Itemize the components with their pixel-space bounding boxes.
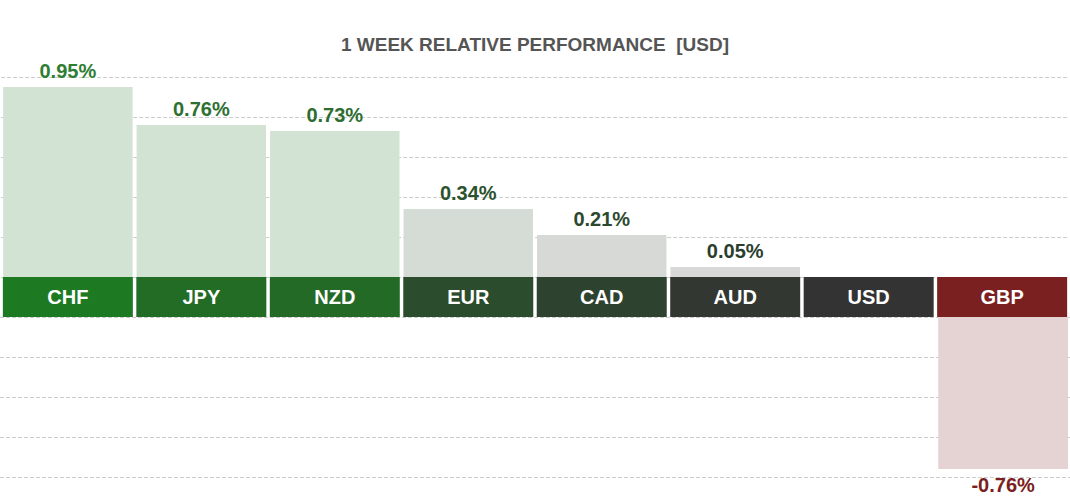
svg-text:GBP: GBP <box>980 286 1023 308</box>
svg-text:1 WEEK RELATIVE PERFORMANCE [: 1 WEEK RELATIVE PERFORMANCE [USD] <box>341 34 729 55</box>
svg-text:CAD: CAD <box>580 286 623 308</box>
svg-text:0.21%: 0.21% <box>573 208 630 230</box>
svg-text:0.76%: 0.76% <box>173 98 230 120</box>
svg-text:AUD: AUD <box>714 286 757 308</box>
svg-text:NZD: NZD <box>314 286 355 308</box>
svg-text:0.73%: 0.73% <box>306 104 363 126</box>
svg-text:USD: USD <box>848 286 890 308</box>
svg-text:-0.76%: -0.76% <box>971 474 1035 496</box>
svg-text:0.34%: 0.34% <box>440 182 497 204</box>
svg-text:CHF: CHF <box>47 286 88 308</box>
svg-text:JPY: JPY <box>182 286 220 308</box>
svg-text:0.95%: 0.95% <box>40 60 97 82</box>
svg-text:EUR: EUR <box>447 286 490 308</box>
svg-text:0.05%: 0.05% <box>707 240 764 262</box>
